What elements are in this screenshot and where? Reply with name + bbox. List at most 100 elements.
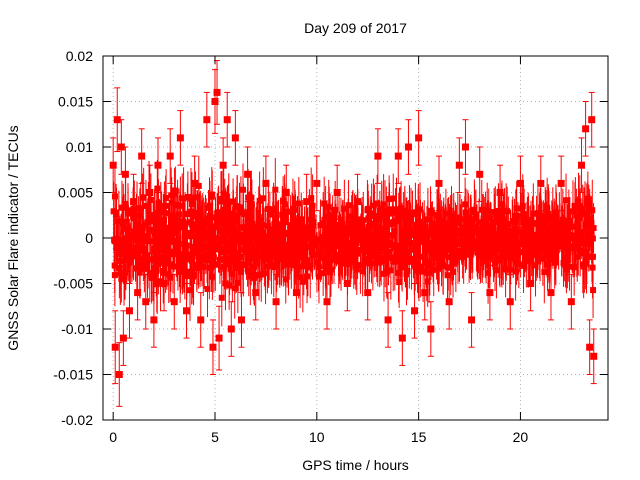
noise-data-point bbox=[462, 234, 469, 241]
noise-data-point bbox=[208, 229, 215, 236]
noise-data-point bbox=[237, 236, 244, 243]
noise-data-point bbox=[415, 267, 422, 274]
noise-data-point bbox=[589, 207, 596, 214]
noise-data-point bbox=[167, 274, 174, 281]
data-point bbox=[516, 179, 524, 187]
noise-data-point bbox=[234, 203, 241, 210]
noise-data-point bbox=[325, 204, 332, 211]
data-point bbox=[476, 170, 484, 178]
noise-data-point bbox=[315, 264, 322, 271]
noise-data-point bbox=[380, 201, 387, 208]
noise-data-point bbox=[217, 228, 224, 235]
noise-data-point bbox=[267, 235, 274, 242]
data-point bbox=[537, 179, 545, 187]
noise-data-point bbox=[551, 257, 558, 264]
noise-data-point bbox=[385, 254, 392, 261]
noise-data-point bbox=[326, 269, 333, 276]
noise-data-point bbox=[197, 244, 204, 251]
noise-data-point bbox=[377, 233, 384, 240]
noise-data-point bbox=[427, 210, 434, 217]
noise-data-point bbox=[390, 195, 397, 202]
data-point bbox=[170, 298, 178, 306]
noise-data-point bbox=[212, 224, 219, 231]
data-point bbox=[354, 198, 362, 206]
data-point bbox=[160, 280, 168, 287]
noise-data-point bbox=[368, 243, 375, 250]
noise-data-point bbox=[351, 217, 358, 224]
noise-data-point bbox=[517, 249, 524, 256]
noise-data-point bbox=[436, 225, 443, 232]
x-tick-label: 10 bbox=[309, 429, 325, 445]
data-point bbox=[421, 289, 429, 297]
noise-data-point bbox=[187, 195, 194, 202]
noise-data-point bbox=[380, 270, 387, 277]
noise-data-point bbox=[386, 210, 393, 217]
data-point bbox=[223, 116, 231, 124]
data-point bbox=[211, 98, 219, 105]
noise-data-point bbox=[113, 235, 120, 242]
noise-data-point bbox=[163, 247, 170, 254]
noise-data-point bbox=[125, 210, 132, 217]
noise-data-point bbox=[397, 242, 404, 249]
noise-data-point bbox=[533, 242, 540, 249]
noise-data-point bbox=[291, 260, 298, 267]
noise-data-point bbox=[389, 221, 396, 228]
noise-data-point bbox=[364, 248, 371, 255]
noise-data-point bbox=[190, 213, 197, 220]
noise-data-point bbox=[329, 217, 336, 224]
noise-data-point bbox=[236, 209, 243, 216]
noise-data-point bbox=[121, 269, 128, 276]
noise-data-point bbox=[435, 239, 442, 246]
noise-data-point bbox=[371, 231, 378, 238]
noise-data-point bbox=[249, 255, 256, 262]
data-point bbox=[343, 280, 351, 287]
noise-data-point bbox=[393, 218, 400, 225]
noise-data-point bbox=[403, 271, 410, 278]
noise-data-point bbox=[308, 195, 315, 202]
noise-data-point bbox=[555, 232, 562, 239]
noise-data-point bbox=[179, 195, 186, 202]
noise-data-point bbox=[590, 287, 597, 294]
noise-data-point bbox=[538, 220, 545, 227]
noise-data-point bbox=[444, 239, 451, 246]
noise-data-point bbox=[206, 202, 213, 209]
noise-data-point bbox=[244, 209, 251, 216]
y-tick-label: 0.015 bbox=[58, 94, 93, 110]
noise-data-point bbox=[116, 265, 123, 272]
noise-data-point bbox=[423, 269, 430, 276]
noise-data-point bbox=[180, 254, 187, 261]
data-point bbox=[496, 189, 504, 196]
noise-data-point bbox=[326, 236, 333, 243]
noise-data-point bbox=[428, 224, 435, 231]
x-tick-label: 5 bbox=[211, 429, 219, 445]
noise-data-point bbox=[352, 223, 359, 230]
y-axis-title: GNSS Solar Flare indicator / TECUs bbox=[5, 125, 21, 350]
data-point bbox=[435, 179, 443, 187]
noise-data-point bbox=[294, 223, 301, 230]
noise-data-point bbox=[209, 273, 216, 280]
noise-data-point bbox=[484, 239, 491, 246]
noise-data-point bbox=[154, 222, 161, 229]
data-point bbox=[323, 298, 331, 306]
data-point bbox=[125, 307, 133, 315]
noise-data-point bbox=[253, 232, 260, 239]
data-point bbox=[567, 298, 575, 306]
noise-data-point bbox=[339, 233, 346, 240]
noise-data-point bbox=[169, 212, 176, 219]
noise-data-point bbox=[149, 238, 156, 245]
noise-data-point bbox=[137, 205, 144, 212]
noise-data-point bbox=[121, 218, 128, 225]
noise-data-point bbox=[541, 269, 548, 276]
data-point bbox=[557, 179, 565, 187]
noise-data-point bbox=[192, 194, 199, 201]
noise-data-point bbox=[498, 211, 505, 218]
noise-data-point bbox=[111, 193, 118, 200]
noise-data-point bbox=[316, 249, 323, 256]
data-point bbox=[527, 280, 535, 287]
noise-data-point bbox=[160, 219, 167, 226]
noise-data-point bbox=[171, 191, 178, 198]
noise-data-point bbox=[388, 241, 395, 248]
noise-data-point bbox=[304, 263, 311, 270]
noise-data-point bbox=[197, 258, 204, 265]
noise-data-point bbox=[456, 254, 463, 261]
